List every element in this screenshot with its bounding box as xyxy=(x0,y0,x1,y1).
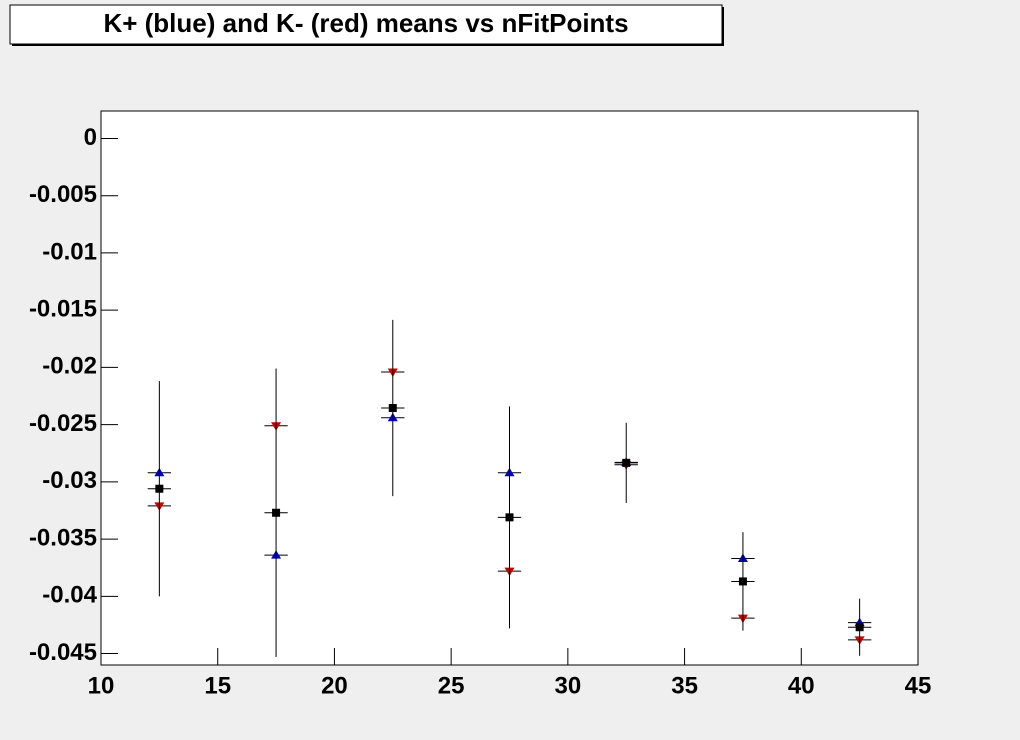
x-tick-label: 30 xyxy=(555,672,582,699)
marker-square xyxy=(272,508,281,517)
y-tick-label: -0.01 xyxy=(42,238,97,265)
x-tick-label: 10 xyxy=(88,672,115,699)
y-tick-label: -0.035 xyxy=(29,524,97,551)
y-tick-label: 0 xyxy=(84,124,97,151)
y-tick-label: -0.045 xyxy=(29,639,97,666)
x-tick-label: 45 xyxy=(905,672,932,699)
marker-square xyxy=(505,513,514,522)
marker-square xyxy=(388,404,397,413)
marker-square xyxy=(855,623,864,632)
y-tick-label: -0.03 xyxy=(42,467,97,494)
x-tick-label: 35 xyxy=(671,672,698,699)
y-tick-label: -0.04 xyxy=(42,582,97,609)
title-box xyxy=(9,4,723,45)
x-tick-label: 20 xyxy=(321,672,348,699)
y-tick-label: -0.005 xyxy=(29,181,97,208)
y-tick-label: -0.02 xyxy=(42,353,97,380)
marker-square xyxy=(622,458,631,467)
chart-title: K+ (blue) and K- (red) means vs nFitPoin… xyxy=(103,8,628,38)
x-tick-label: 40 xyxy=(788,672,815,699)
y-tick-label: -0.025 xyxy=(29,410,97,437)
marker-square xyxy=(155,484,164,493)
y-tick-label: -0.015 xyxy=(29,296,97,323)
marker-square xyxy=(738,577,747,586)
x-tick-label: 15 xyxy=(204,672,231,699)
x-tick-label: 25 xyxy=(438,672,465,699)
